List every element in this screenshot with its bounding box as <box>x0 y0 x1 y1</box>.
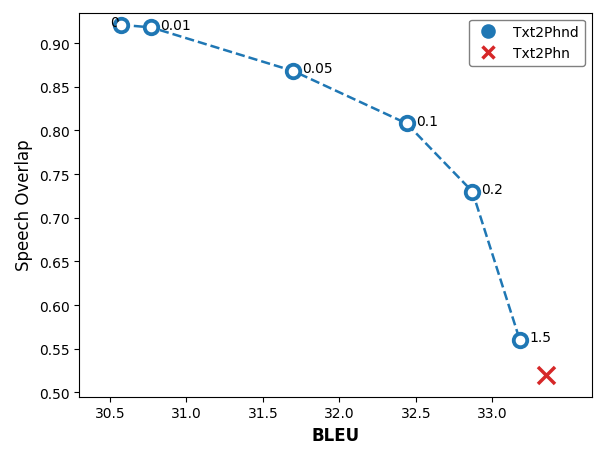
Point <box>402 120 412 128</box>
Point <box>515 336 525 344</box>
Point <box>467 189 477 196</box>
Point <box>402 120 412 128</box>
Text: 0: 0 <box>110 16 118 30</box>
Point <box>467 189 477 196</box>
Y-axis label: Speech Overlap: Speech Overlap <box>15 139 34 271</box>
Text: 0.1: 0.1 <box>416 115 438 129</box>
Point <box>289 68 298 75</box>
Point <box>289 68 298 75</box>
Legend: Txt2Phnd, Txt2Phn: Txt2Phnd, Txt2Phn <box>469 20 585 66</box>
X-axis label: BLEU: BLEU <box>312 426 359 444</box>
Point <box>116 22 126 29</box>
Point <box>146 25 156 32</box>
Text: 0.05: 0.05 <box>303 62 333 76</box>
Point <box>541 372 551 379</box>
Text: 0.2: 0.2 <box>481 183 503 197</box>
Text: 0.01: 0.01 <box>160 19 191 33</box>
Text: 1.5: 1.5 <box>529 331 551 345</box>
Point <box>146 25 156 32</box>
Point <box>515 336 525 344</box>
Point <box>116 22 126 29</box>
